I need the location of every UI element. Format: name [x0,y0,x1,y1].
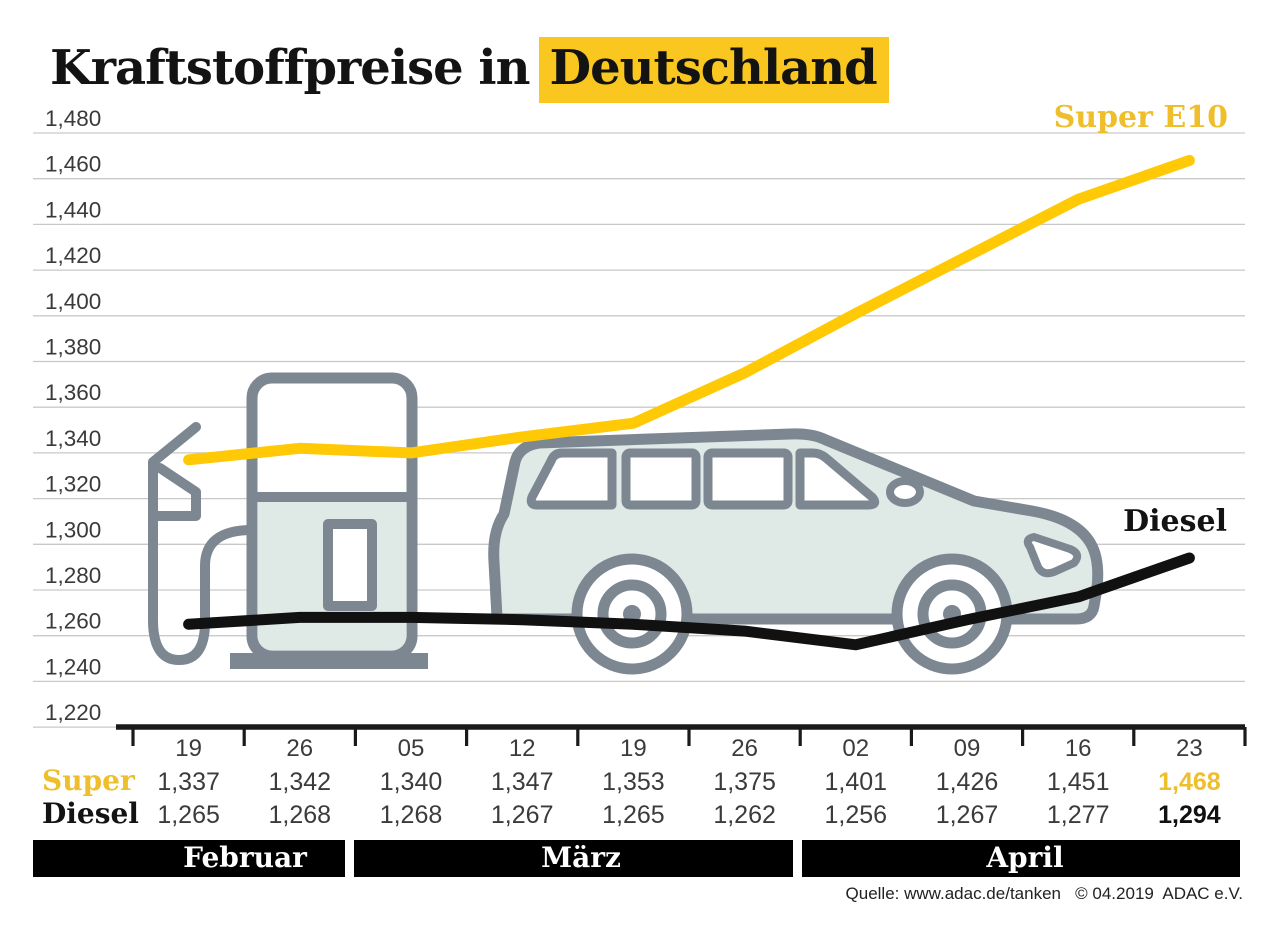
super-value: 1,340 [379,768,443,796]
super-value: 1,426 [935,768,999,796]
fuel-price-chart: 1,480 1,460 1,440 1,420 1,400 1,380 1,360 1,340… [33,100,1247,746]
date-row: 19 26 05 12 19 26 02 09 16 23 [0,734,1280,764]
diesel-value: 1,277 [1046,801,1110,829]
date-label: 26 [731,735,758,762]
pump-hose-icon [148,500,257,665]
super-value: 1,375 [713,768,776,796]
date-label: 05 [397,735,425,762]
y-axis-label: 1,440 [45,197,101,222]
date-label: 02 [842,735,870,762]
diesel-value: 1,268 [268,801,332,829]
diesel-value: 1,268 [379,801,443,829]
date-label: 19 [175,735,202,762]
diesel-value: 1,267 [935,801,999,829]
y-axis-labels: 1,480 1,460 1,440 1,420 1,400 1,380 1,360 1,340… [45,106,101,725]
super-value: 1,468 [1158,768,1221,796]
date-label: 09 [953,735,981,762]
diesel-value: 1,265 [157,801,220,829]
diesel-value: 1,294 [1158,801,1221,829]
month-bar-maerz: März [354,840,793,877]
super-value: 1,401 [824,768,888,796]
y-axis-label: 1,300 [45,517,101,542]
date-label: 19 [620,735,647,762]
x-axis [116,724,1247,746]
y-axis-label: 1,420 [45,243,101,268]
diesel-value: 1,267 [490,801,554,829]
car-window [526,448,617,510]
y-axis-label: 1,360 [45,380,101,405]
y-axis-label: 1,240 [45,654,101,679]
car-mirror-icon [886,477,924,507]
y-axis-label: 1,320 [45,472,101,497]
title-plain: Kraftstoffpreise in [50,40,530,97]
source-credit: Quelle: www.adac.de/tanken © 04.2019 ADA… [845,884,1243,903]
data-lines [183,154,1195,651]
y-axis-label: 1,340 [45,426,101,451]
super-value: 1,337 [157,768,220,796]
series-label-diesel: Diesel [1123,504,1227,539]
car-window [621,448,701,510]
y-axis-label: 1,480 [45,106,101,131]
line-super-e10 [183,154,1195,466]
car-headlight-icon [1023,533,1082,578]
date-label: 16 [1064,735,1092,762]
date-label: 12 [508,735,536,762]
date-label: 26 [286,735,314,762]
title-highlight: Deutschland [539,37,889,104]
month-bar-april: April [802,840,1240,877]
y-axis-label: 1,280 [45,563,101,588]
month-label: April [986,841,1064,874]
super-value: 1,347 [490,768,554,796]
date-label: 23 [1176,735,1203,762]
diesel-value: 1,262 [713,801,776,829]
diesel-row-label: Diesel [42,797,139,830]
super-value: 1,353 [602,768,665,796]
month-label: Februar [183,841,307,874]
y-axis-label: 1,260 [45,609,101,634]
y-axis-label: 1,460 [45,152,101,177]
y-axis-label: 1,220 [45,700,101,725]
line-diesel [183,552,1195,651]
car-wheel-icon [571,553,693,675]
super-value: 1,451 [1046,768,1110,796]
car-window [703,448,793,510]
page-title: Kraftstoffpreise in Deutschland [50,37,889,104]
super-row-label: Super [42,764,135,797]
month-bar-februar: Februar [33,840,345,877]
series-label-super: Super E10 [1054,100,1228,135]
pump-nozzle-icon [148,422,201,521]
y-axis-label: 1,400 [45,289,101,314]
car-illustration [488,428,1104,675]
month-label: März [541,841,621,874]
diesel-value: 1,256 [824,801,888,829]
car-wheel-icon [891,553,1013,675]
diesel-row: Diesel 1,265 1,268 1,268 1,267 1,265 1,262 1,2… [0,797,1280,830]
y-axis-label: 1,380 [45,335,101,360]
super-row: Super 1,337 1,342 1,340 1,347 1,353 1,375 1,40… [0,764,1280,797]
car-window [795,448,880,510]
super-value: 1,342 [268,768,332,796]
diesel-value: 1,265 [602,801,665,829]
